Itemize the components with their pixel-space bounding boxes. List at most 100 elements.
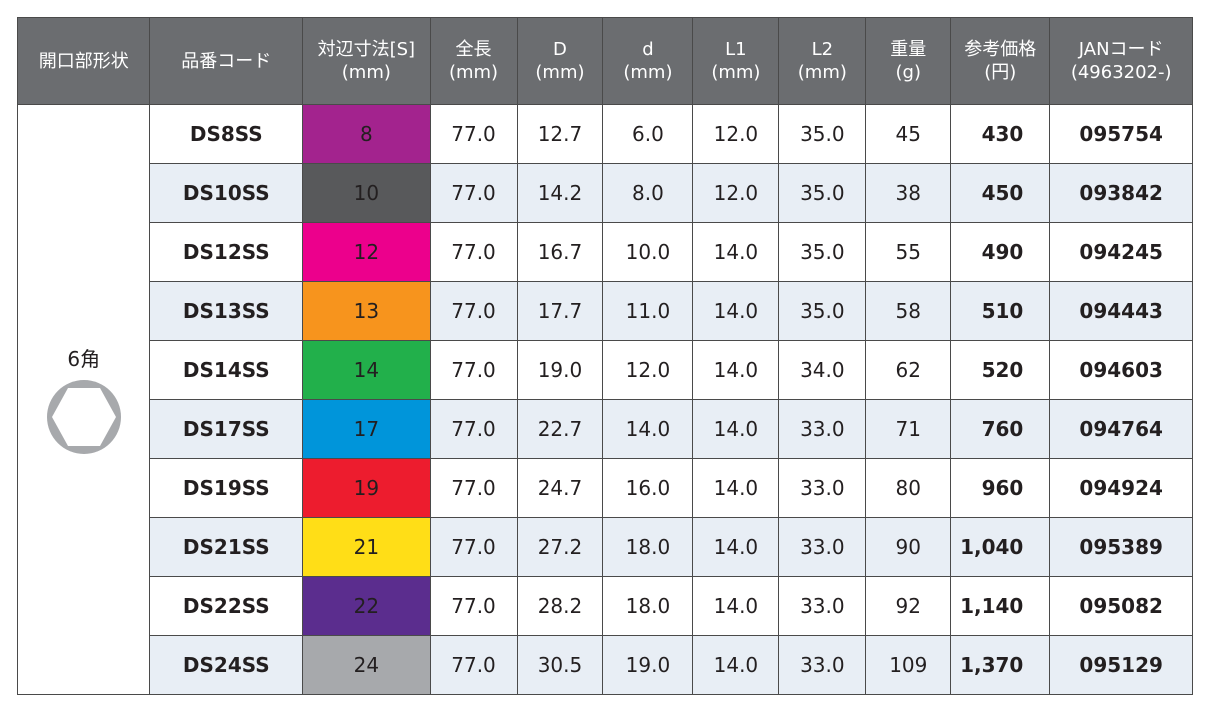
cell-length: 77.0 <box>429 635 518 695</box>
table-row: DS10SS 10 77.0 14.2 8.0 12.0 35.0 38 450 093842 <box>18 163 1193 223</box>
shape-group: 6角 <box>19 343 149 456</box>
cell-jan: 094924 <box>1049 458 1193 518</box>
cell-inner-d: 19.0 <box>602 635 694 695</box>
cell-length: 77.0 <box>429 340 518 400</box>
cell-length: 77.0 <box>429 517 518 577</box>
table-body: 6角 DS8SS 8 77.0 12.7 6.0 12.0 35.0 45 430 095754 DS… <box>16 104 1193 695</box>
cell-size: 12 <box>302 222 431 282</box>
header-inner-d: d (mm) <box>602 17 694 105</box>
cell-size: 24 <box>302 635 431 695</box>
cell-outer-d: 19.0 <box>516 340 604 400</box>
cell-l1: 14.0 <box>692 635 780 695</box>
cell-price: 1,370 <box>950 635 1051 695</box>
cell-jan: 094245 <box>1049 222 1193 282</box>
cell-size: 8 <box>302 104 431 164</box>
cell-weight: 109 <box>865 635 952 695</box>
cell-jan: 094603 <box>1049 340 1193 400</box>
cell-length: 77.0 <box>429 104 518 164</box>
cell-inner-d: 18.0 <box>602 576 694 636</box>
cell-code: DS19SS <box>149 458 304 518</box>
shape-label: 6角 <box>67 347 101 371</box>
cell-length: 77.0 <box>429 222 518 282</box>
cell-price: 1,140 <box>950 576 1051 636</box>
table-row: DS22SS 22 77.0 28.2 18.0 14.0 33.0 92 1,140 09508… <box>18 576 1193 636</box>
cell-price: 520 <box>950 340 1051 400</box>
cell-weight: 58 <box>865 281 952 341</box>
table-row: DS14SS 14 77.0 19.0 12.0 14.0 34.0 62 520 094603 <box>18 340 1193 400</box>
cell-size: 22 <box>302 576 431 636</box>
cell-l2: 33.0 <box>778 458 867 518</box>
header-row: 開口部形状 品番コード 対辺寸法[S] (mm) 全長 (mm) D (mm) d (m… <box>16 17 1193 105</box>
cell-outer-d: 24.7 <box>516 458 604 518</box>
cell-price: 1,040 <box>950 517 1051 577</box>
cell-size: 14 <box>302 340 431 400</box>
header-shape: 開口部形状 <box>16 17 151 105</box>
cell-shape: 6角 <box>16 104 151 695</box>
cell-l1: 14.0 <box>692 399 780 459</box>
cell-code: DS8SS <box>149 104 304 164</box>
table-row: DS24SS 24 77.0 30.5 19.0 14.0 33.0 109 1,370 0951… <box>18 635 1193 695</box>
cell-inner-d: 16.0 <box>602 458 694 518</box>
cell-length: 77.0 <box>429 576 518 636</box>
cell-inner-d: 8.0 <box>602 163 694 223</box>
cell-code: DS12SS <box>149 222 304 282</box>
cell-jan: 093842 <box>1049 163 1193 223</box>
cell-inner-d: 18.0 <box>602 517 694 577</box>
cell-l2: 33.0 <box>778 635 867 695</box>
cell-code: DS22SS <box>149 576 304 636</box>
cell-l2: 33.0 <box>778 576 867 636</box>
cell-l2: 34.0 <box>778 340 867 400</box>
cell-l1: 14.0 <box>692 281 780 341</box>
cell-weight: 38 <box>865 163 952 223</box>
cell-code: DS24SS <box>149 635 304 695</box>
table-row: 6角 DS8SS 8 77.0 12.7 6.0 12.0 35.0 45 430 095754 <box>16 104 1193 695</box>
cell-weight: 80 <box>865 458 952 518</box>
cell-code: DS13SS <box>149 281 304 341</box>
cell-l1: 12.0 <box>692 104 780 164</box>
table-row: DS12SS 12 77.0 16.7 10.0 14.0 35.0 55 490 094245 <box>18 222 1193 282</box>
cell-l1: 14.0 <box>692 222 780 282</box>
cell-l2: 33.0 <box>778 399 867 459</box>
cell-size: 10 <box>302 163 431 223</box>
cell-jan: 095129 <box>1049 635 1193 695</box>
cell-length: 77.0 <box>429 458 518 518</box>
cell-jan: 094764 <box>1049 399 1193 459</box>
cell-weight: 71 <box>865 399 952 459</box>
cell-weight: 90 <box>865 517 952 577</box>
cell-outer-d: 12.7 <box>516 104 604 164</box>
header-l1: L1 (mm) <box>692 17 780 105</box>
cell-code: DS10SS <box>149 163 304 223</box>
cell-length: 77.0 <box>429 163 518 223</box>
cell-length: 77.0 <box>429 281 518 341</box>
cell-l2: 35.0 <box>778 104 867 164</box>
header-weight: 重量 (g) <box>865 17 952 105</box>
cell-outer-d: 16.7 <box>516 222 604 282</box>
cell-size: 13 <box>302 281 431 341</box>
cell-weight: 55 <box>865 222 952 282</box>
cell-price: 510 <box>950 281 1051 341</box>
table-row: DS19SS 19 77.0 24.7 16.0 14.0 33.0 80 960 094924 <box>18 458 1193 518</box>
cell-weight: 45 <box>865 104 952 164</box>
cell-code: DS17SS <box>149 399 304 459</box>
cell-outer-d: 22.7 <box>516 399 604 459</box>
cell-l1: 14.0 <box>692 517 780 577</box>
header-length: 全長 (mm) <box>429 17 518 105</box>
hexagon-icon <box>46 380 121 454</box>
cell-l2: 35.0 <box>778 163 867 223</box>
cell-inner-d: 6.0 <box>602 104 694 164</box>
cell-size: 17 <box>302 399 431 459</box>
cell-inner-d: 14.0 <box>602 399 694 459</box>
cell-length: 77.0 <box>429 399 518 459</box>
header-outer-d: D (mm) <box>516 17 604 105</box>
cell-l2: 35.0 <box>778 222 867 282</box>
cell-inner-d: 11.0 <box>602 281 694 341</box>
table-row: DS17SS 17 77.0 22.7 14.0 14.0 33.0 71 760 094764 <box>18 399 1193 459</box>
table-row: DS13SS 13 77.0 17.7 11.0 14.0 35.0 58 510 094443 <box>18 281 1193 341</box>
cell-price: 430 <box>950 104 1051 164</box>
cell-jan: 095389 <box>1049 517 1193 577</box>
cell-weight: 92 <box>865 576 952 636</box>
header-size: 対辺寸法[S] (mm) <box>302 17 431 105</box>
cell-l1: 14.0 <box>692 458 780 518</box>
cell-l2: 35.0 <box>778 281 867 341</box>
cell-price: 760 <box>950 399 1051 459</box>
